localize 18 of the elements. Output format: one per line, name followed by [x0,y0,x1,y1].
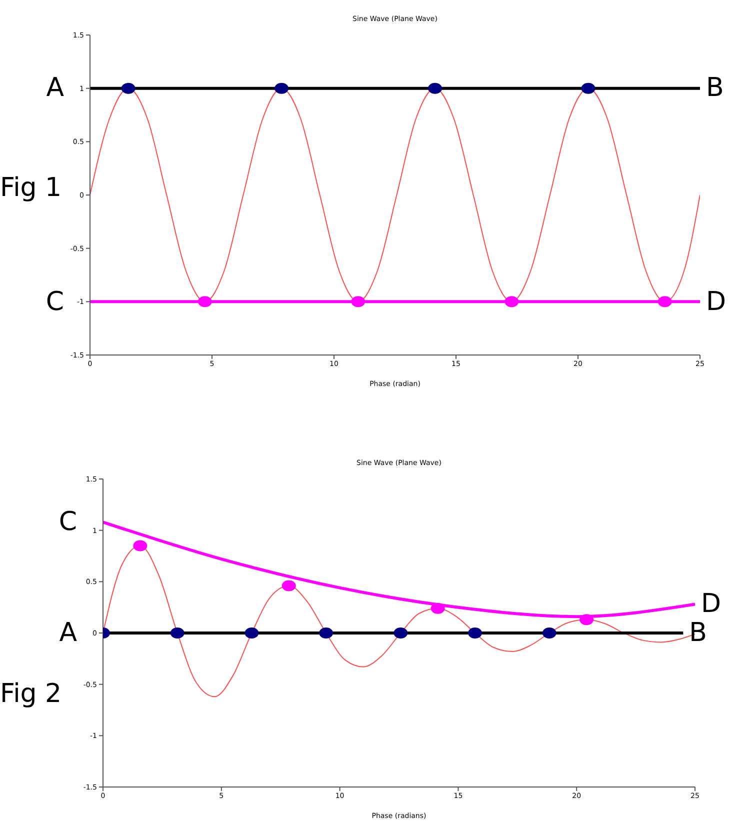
text: B [706,72,724,104]
point [430,602,445,614]
text: A [59,617,77,649]
point [468,628,482,638]
text: C [58,506,77,538]
text: A [46,72,64,104]
point [170,628,184,638]
caption: Fig 1 [0,173,62,203]
caption: Fig 2 [0,679,62,709]
point [580,614,594,626]
point [394,628,408,638]
point [244,628,259,638]
text: D [706,286,726,318]
point [542,628,556,638]
text: C [46,286,64,318]
point [319,628,334,638]
point [133,540,148,552]
point [282,580,296,592]
